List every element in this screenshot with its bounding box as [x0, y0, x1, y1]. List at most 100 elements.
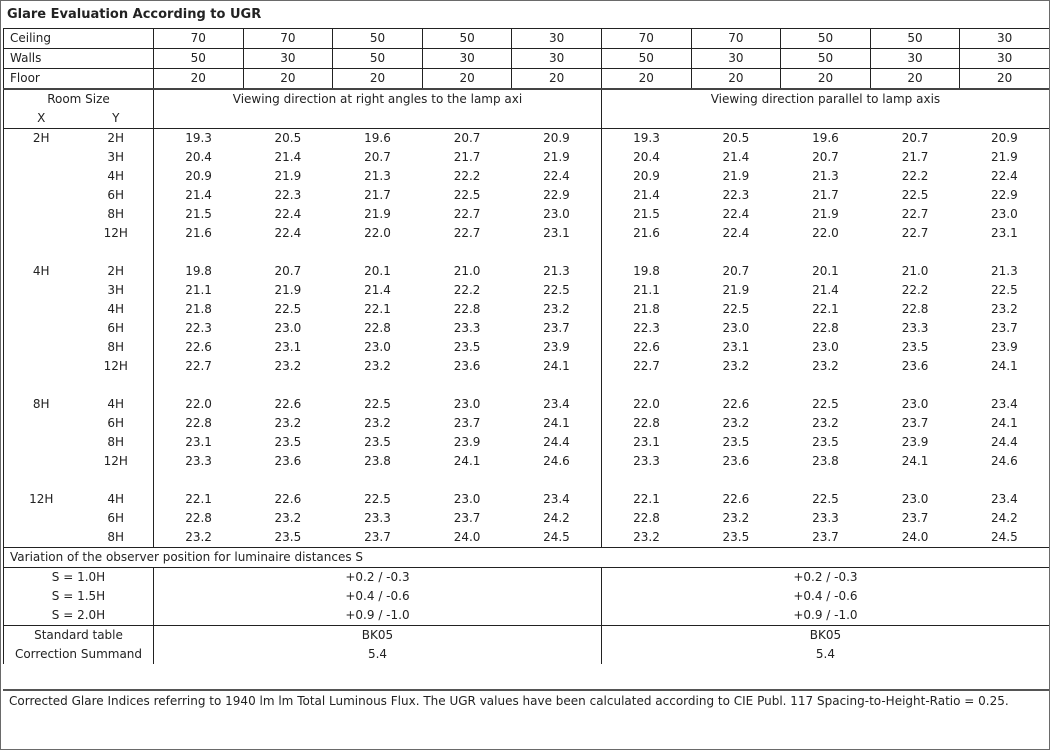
blank-row	[3, 243, 1049, 262]
ugr-value: 23.0	[959, 205, 1049, 224]
ugr-value: 23.8	[812, 454, 839, 468]
ugr-value: 23.2	[722, 416, 750, 430]
ugr-value: 23.7	[901, 511, 929, 525]
ugr-value: 22.8	[812, 321, 839, 335]
ugr-value: 22.5	[543, 283, 570, 297]
ugr-value: 24.4	[959, 433, 1049, 452]
standard-label: Standard table	[3, 625, 154, 645]
ugr-value: 22.4	[543, 169, 570, 183]
ugr-value: 23.5	[364, 435, 391, 449]
data-row: 8H 23.1 23.5 23.5 23.9 24.4 23.1 23.5 23.5 23.9 24…	[3, 433, 1049, 452]
ugr-value: 23.7	[812, 530, 839, 544]
ugr-value: 21.3	[959, 262, 1049, 281]
ugr-value: 24.1	[543, 359, 570, 373]
ugr-value: 23.5	[453, 340, 481, 354]
ugr-value: 20.5	[691, 128, 781, 148]
room-y: 3H	[107, 283, 125, 297]
data-row: 8H 22.6 23.1 23.0 23.5 23.9 22.6 23.1 23.0 23.5 23…	[3, 338, 1049, 357]
ugr-value: 24.2	[959, 509, 1049, 528]
variation-parallel: +0.2 / -0.3	[600, 567, 1049, 587]
room-y: 6H	[107, 321, 125, 335]
variation-label: S = 1.5H	[3, 587, 154, 606]
ugr-value: 22.9	[959, 186, 1049, 205]
ugr-value: 23.9	[901, 435, 929, 449]
room-x	[3, 167, 79, 186]
room-y: 6H	[107, 416, 125, 430]
ugr-value: 22.5	[364, 397, 391, 411]
ugr-value: 21.4	[812, 283, 839, 297]
ugr-value: 23.5	[901, 340, 929, 354]
room-y: 4H	[107, 169, 125, 183]
ugr-value: 22.6	[722, 397, 750, 411]
ugr-value: 23.0	[274, 321, 302, 335]
ugr-value: 21.4	[364, 283, 391, 297]
ugr-value: 24.1	[901, 454, 929, 468]
reflectance-value: 30	[421, 48, 513, 69]
data-row: 12H 4H 22.1 22.6 22.5 23.0 23.4 22.1 22.6 22.5 23.…	[3, 490, 1049, 509]
ugr-value: 23.1	[274, 340, 302, 354]
reflectance-value: 30	[959, 28, 1049, 49]
ugr-value: 22.7	[901, 226, 929, 240]
ugr-value: 23.0	[901, 397, 929, 411]
ugr-value: 23.2	[600, 528, 692, 548]
ugr-value: 23.5	[722, 435, 750, 449]
ugr-value: 21.5	[153, 205, 244, 224]
ugr-value: 23.0	[453, 492, 481, 506]
reflectance-row: Ceiling 70 70 50 50 30 70 70 50 50 30	[3, 28, 1049, 49]
reflectance-value: 20	[511, 68, 602, 90]
ugr-value: 24.4	[543, 435, 570, 449]
reflectance-value: 20	[780, 68, 871, 90]
ugr-value: 23.7	[453, 416, 481, 430]
ugr-value: 23.9	[543, 340, 570, 354]
ugr-value: 21.1	[600, 281, 692, 300]
ugr-value: 22.8	[453, 302, 481, 316]
data-row: 6H 22.8 23.2 23.2 23.7 24.1 22.8 23.2 23.2 23.7 24…	[3, 414, 1049, 433]
ugr-value: 20.7	[422, 128, 512, 148]
data-row: 3H 21.1 21.9 21.4 22.2 22.5 21.1 21.9 21.4 22.2 22…	[3, 281, 1049, 300]
ugr-value: 20.7	[870, 128, 960, 148]
variation-label: S = 2.0H	[3, 606, 154, 626]
ugr-value: 22.7	[901, 207, 929, 221]
room-y: 12H	[103, 226, 128, 240]
ugr-value: 21.4	[274, 150, 302, 164]
ugr-value: 20.9	[600, 167, 692, 186]
reflectance-row: Walls 50 30 50 30 30 50 30 50 30 30	[3, 48, 1049, 69]
ugr-value: 23.3	[901, 321, 929, 335]
ugr-value: 22.4	[274, 207, 302, 221]
room-y: 8H	[107, 207, 125, 221]
reflectance-value: 50	[421, 28, 513, 49]
ugr-value: 22.8	[153, 509, 244, 528]
x-header: X	[3, 109, 79, 129]
ugr-value: 23.0	[543, 207, 570, 221]
ugr-value: 23.8	[364, 454, 391, 468]
room-y: 3H	[107, 150, 125, 164]
room-x	[3, 205, 79, 224]
reflectance-value: 70	[690, 28, 782, 49]
ugr-value: 24.1	[959, 357, 1049, 376]
ugr-value: 22.0	[812, 226, 839, 240]
standard-parallel: BK05	[600, 625, 1049, 645]
blank-row	[3, 471, 1049, 490]
room-x	[3, 452, 79, 471]
data-row: 8H 23.2 23.5 23.7 24.0 24.5 23.2 23.5 23.7 24.0 24…	[3, 528, 1049, 548]
ugr-value: 23.0	[364, 340, 391, 354]
ugr-value: 22.8	[901, 302, 929, 316]
ugr-value: 23.0	[453, 397, 481, 411]
ugr-value: 22.4	[959, 167, 1049, 186]
ugr-value: 20.7	[274, 264, 302, 278]
reflectance-value: 70	[600, 28, 692, 49]
ugr-value: 22.4	[274, 226, 302, 240]
reflectance-value: 20	[959, 68, 1049, 90]
ugr-value: 22.2	[901, 169, 929, 183]
ugr-value: 24.6	[543, 454, 570, 468]
ugr-value: 23.1	[600, 433, 692, 452]
ugr-value: 23.3	[364, 511, 391, 525]
reflectance-label: Walls	[3, 48, 154, 69]
ugr-value: 23.1	[153, 433, 244, 452]
ugr-value: 22.1	[812, 302, 839, 316]
data-row: 8H 4H 22.0 22.6 22.5 23.0 23.4 22.0 22.6 22.5 23.0…	[3, 395, 1049, 414]
ugr-value: 23.2	[274, 359, 302, 373]
ugr-value: 21.7	[364, 188, 391, 202]
variation-label: S = 1.0H	[3, 567, 154, 587]
ugr-value: 23.2	[274, 416, 302, 430]
